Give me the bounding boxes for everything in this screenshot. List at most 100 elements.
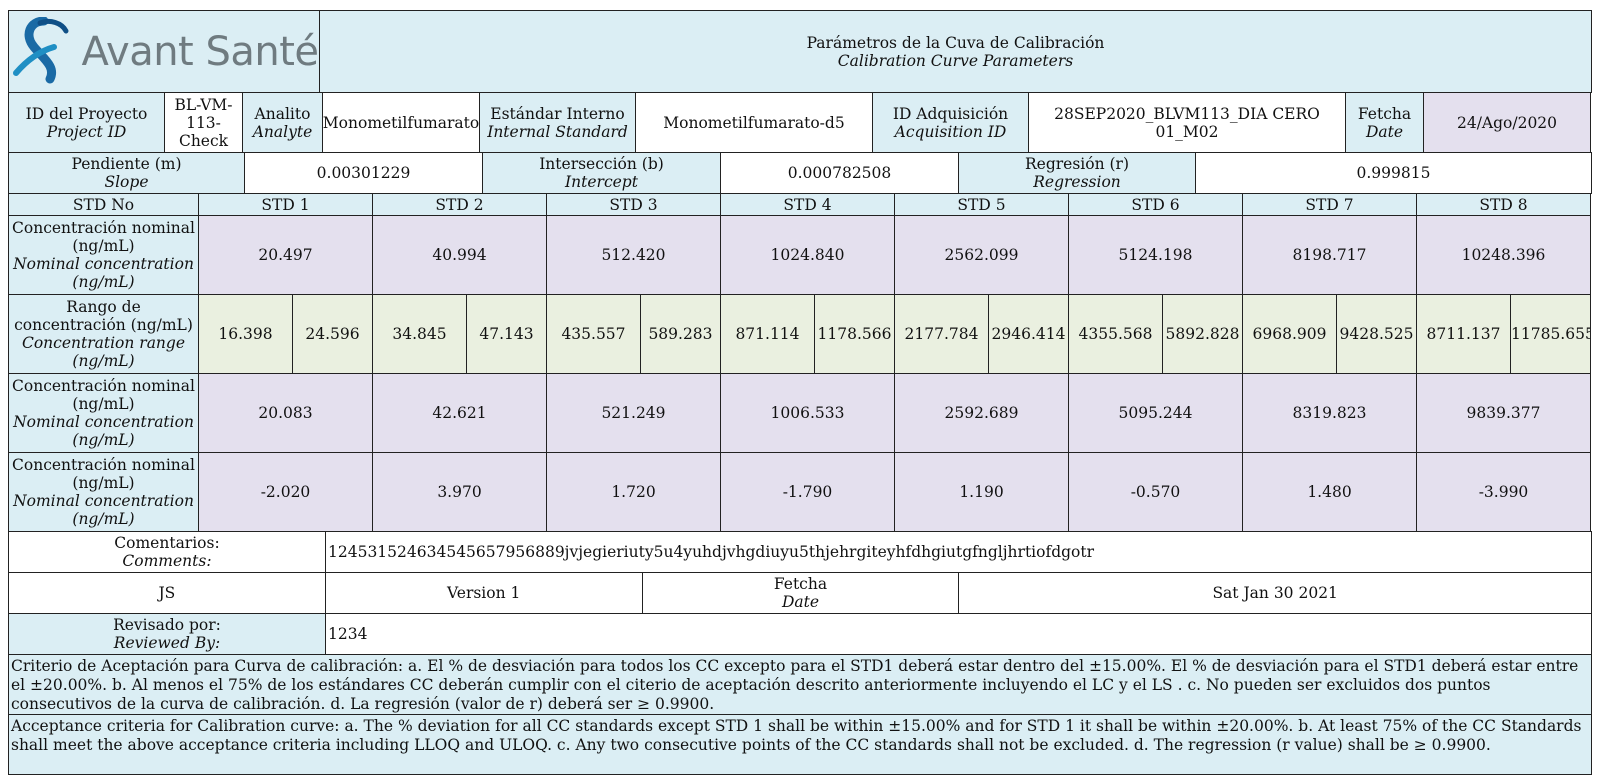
value-text: 5124.198 (1118, 246, 1193, 264)
value-text: 2177.784 (904, 325, 979, 343)
range-label-es: Rango de concentración (ng/mL) (14, 298, 193, 334)
value-text: 42.621 (432, 404, 487, 422)
calculated-label: Concentración nominal (ng/mL) Nominal co… (8, 373, 199, 453)
signoff-date-label-en: Date (781, 593, 820, 611)
regression-label: Regresión (r) Regression (958, 152, 1196, 194)
slope-value-text: 0.00301229 (316, 164, 411, 182)
range-high: 47.143 (466, 294, 547, 374)
date-label-es: Fetcha (1357, 104, 1412, 123)
nominal-row: Concentración nominal (ng/mL) Nominal co… (8, 215, 1592, 295)
calculated-value: 521.249 (546, 373, 721, 453)
info-row: ID del Proyecto Project ID BL-VM-113-Che… (8, 92, 1592, 153)
reviewed-text: 1234 (328, 625, 368, 643)
range-low: 16.398 (198, 294, 293, 374)
std-name: STD 8 (1479, 195, 1528, 214)
deviation-label: Concentración nominal (ng/mL) Nominal co… (8, 452, 199, 532)
deviation-value: 1.190 (894, 452, 1069, 532)
nominal-value: 2562.099 (894, 215, 1069, 295)
is-label-es: Estándar Interno (490, 104, 625, 123)
reviewed-value: 1234 (325, 613, 1592, 655)
value-text: 20.497 (258, 246, 313, 264)
deviation-value: -0.570 (1068, 452, 1243, 532)
signoff-date-text: Sat Jan 30 2021 (1212, 584, 1338, 602)
value-text: -0.570 (1130, 483, 1181, 501)
intercept-label-es: Intersección (b) (539, 155, 664, 173)
std-header-cell: STD 5 (894, 193, 1069, 216)
range-high: 24.596 (292, 294, 373, 374)
calculated-label-en: Nominal concentration (ng/mL) (13, 413, 194, 449)
value-text: 16.398 (218, 325, 273, 343)
acq-value-text: 28SEP2020_BLVM113_DIA CERO 01_M02 (1054, 104, 1320, 141)
deviation-label-es: Concentración nominal (ng/mL) (12, 456, 195, 492)
calculated-value: 42.621 (372, 373, 547, 453)
regression-value: 0.999815 (1195, 152, 1592, 194)
value-text: 589.283 (648, 325, 713, 343)
nominal-value: 512.420 (546, 215, 721, 295)
slope-label-es: Pendiente (m) (71, 155, 182, 173)
deviation-value: 3.970 (372, 452, 547, 532)
value-text: 521.249 (601, 404, 666, 422)
value-text: 10248.396 (1461, 246, 1546, 264)
value-text: -2.020 (260, 483, 311, 501)
calculated-value: 20.083 (198, 373, 373, 453)
logo-text: Avant Santé (81, 28, 320, 75)
range-high: 5892.828 (1162, 294, 1243, 374)
internal-standard-label: Estándar Interno Internal Standard (479, 92, 636, 153)
range-high: 9428.525 (1336, 294, 1417, 374)
nominal-label-en: Nominal concentration (ng/mL) (13, 255, 194, 291)
analyte-label-es: Analito (254, 104, 311, 123)
std-header-cell: STD 4 (720, 193, 895, 216)
project-value: BL-VM-113-Check (164, 92, 243, 153)
signoff-date-label: Fetcha Date (641, 572, 960, 614)
range-low: 34.845 (372, 294, 467, 374)
analyte-value-text: Monometilfumarato (322, 113, 480, 132)
value-text: 47.143 (479, 325, 534, 343)
range-low: 8711.137 (1416, 294, 1511, 374)
regression-value-text: 0.999815 (1356, 164, 1431, 182)
std-name: STD 6 (1131, 195, 1180, 214)
value-text: 40.994 (432, 246, 487, 264)
version-cell: Version 1 (324, 572, 643, 614)
value-text: 34.845 (392, 325, 447, 343)
value-text: 435.557 (561, 325, 626, 343)
title-en: Calibration Curve Parameters (837, 51, 1074, 70)
signoff-row: JS Version 1 Fetcha Date Sat Jan 30 2021 (8, 572, 1592, 614)
range-low: 435.557 (546, 294, 641, 374)
range-label: Rango de concentración (ng/mL) Concentra… (8, 294, 199, 374)
range-low: 6968.909 (1242, 294, 1337, 374)
std-name: STD 5 (957, 195, 1006, 214)
value-text: -1.790 (782, 483, 833, 501)
calibration-sheet: Avant Santé Parámetros de la Cuva de Cal… (8, 10, 1592, 775)
range-row: Rango de concentración (ng/mL) Concentra… (8, 294, 1592, 374)
std-name: STD 2 (435, 195, 484, 214)
date-value: 24/Ago/2020 (1423, 92, 1591, 153)
range-label-en: Concentration range (ng/mL) (21, 334, 186, 370)
value-text: 1024.840 (770, 246, 845, 264)
nominal-value: 10248.396 (1416, 215, 1591, 295)
acq-label-es: ID Adquisición (892, 104, 1009, 123)
nominal-value: 1024.840 (720, 215, 895, 295)
intercept-value: 0.000782508 (720, 152, 959, 194)
std-header-cell: STD 7 (1242, 193, 1417, 216)
comments-label-es: Comentarios: (114, 534, 220, 552)
project-label-es: ID del Proyecto (25, 104, 148, 123)
value-text: 9839.377 (1466, 404, 1541, 422)
regression-row: Pendiente (m) Slope 0.00301229 Intersecc… (8, 152, 1592, 194)
initials-cell: JS (8, 572, 326, 614)
value-text: 8711.137 (1426, 325, 1501, 343)
calculated-label-es: Concentración nominal (ng/mL) (12, 377, 195, 413)
std-no-label: STD No (8, 193, 199, 216)
range-high: 1178.566 (814, 294, 895, 374)
analyte-value: Monometilfumarato (322, 92, 480, 153)
value-text: 1.480 (1307, 483, 1352, 501)
analyte-label-en: Analyte (252, 122, 313, 141)
deviation-value: 1.480 (1242, 452, 1417, 532)
value-text: 3.970 (437, 483, 482, 501)
project-label: ID del Proyecto Project ID (8, 92, 165, 153)
range-high: 2946.414 (988, 294, 1069, 374)
std-header-cell: STD 3 (546, 193, 721, 216)
intercept-value-text: 0.000782508 (787, 164, 892, 182)
calculated-value: 1006.533 (720, 373, 895, 453)
value-text: 2562.099 (944, 246, 1019, 264)
std-name: STD 4 (783, 195, 832, 214)
